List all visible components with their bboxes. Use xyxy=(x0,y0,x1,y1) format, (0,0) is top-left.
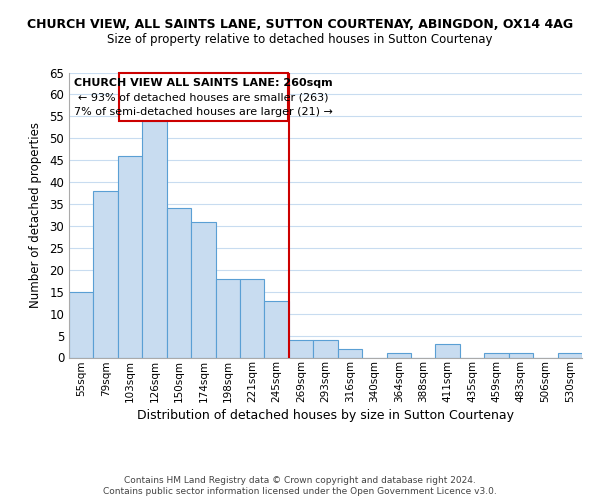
Bar xyxy=(167,208,191,358)
Text: Contains HM Land Registry data © Crown copyright and database right 2024.: Contains HM Land Registry data © Crown c… xyxy=(124,476,476,485)
FancyBboxPatch shape xyxy=(119,72,287,120)
Bar xyxy=(265,300,289,358)
Bar xyxy=(94,191,118,358)
Bar xyxy=(240,278,265,357)
Y-axis label: Number of detached properties: Number of detached properties xyxy=(29,122,43,308)
Text: Size of property relative to detached houses in Sutton Courtenay: Size of property relative to detached ho… xyxy=(107,32,493,46)
Bar xyxy=(215,278,240,357)
Text: ← 93% of detached houses are smaller (263): ← 93% of detached houses are smaller (26… xyxy=(78,92,329,102)
Bar xyxy=(338,348,362,358)
X-axis label: Distribution of detached houses by size in Sutton Courtenay: Distribution of detached houses by size … xyxy=(137,410,514,422)
Text: CHURCH VIEW, ALL SAINTS LANE, SUTTON COURTENAY, ABINGDON, OX14 4AG: CHURCH VIEW, ALL SAINTS LANE, SUTTON COU… xyxy=(27,18,573,30)
Bar xyxy=(118,156,142,358)
Text: 7% of semi-detached houses are larger (21) →: 7% of semi-detached houses are larger (2… xyxy=(74,106,333,117)
Bar xyxy=(484,353,509,358)
Bar xyxy=(436,344,460,358)
Bar xyxy=(289,340,313,357)
Bar xyxy=(142,120,167,358)
Text: Contains public sector information licensed under the Open Government Licence v3: Contains public sector information licen… xyxy=(103,488,497,496)
Bar xyxy=(386,353,411,358)
Bar xyxy=(557,353,582,358)
Bar xyxy=(313,340,338,357)
Bar xyxy=(509,353,533,358)
Bar xyxy=(69,292,94,358)
Text: CHURCH VIEW ALL SAINTS LANE: 260sqm: CHURCH VIEW ALL SAINTS LANE: 260sqm xyxy=(74,78,332,88)
Bar xyxy=(191,222,215,358)
